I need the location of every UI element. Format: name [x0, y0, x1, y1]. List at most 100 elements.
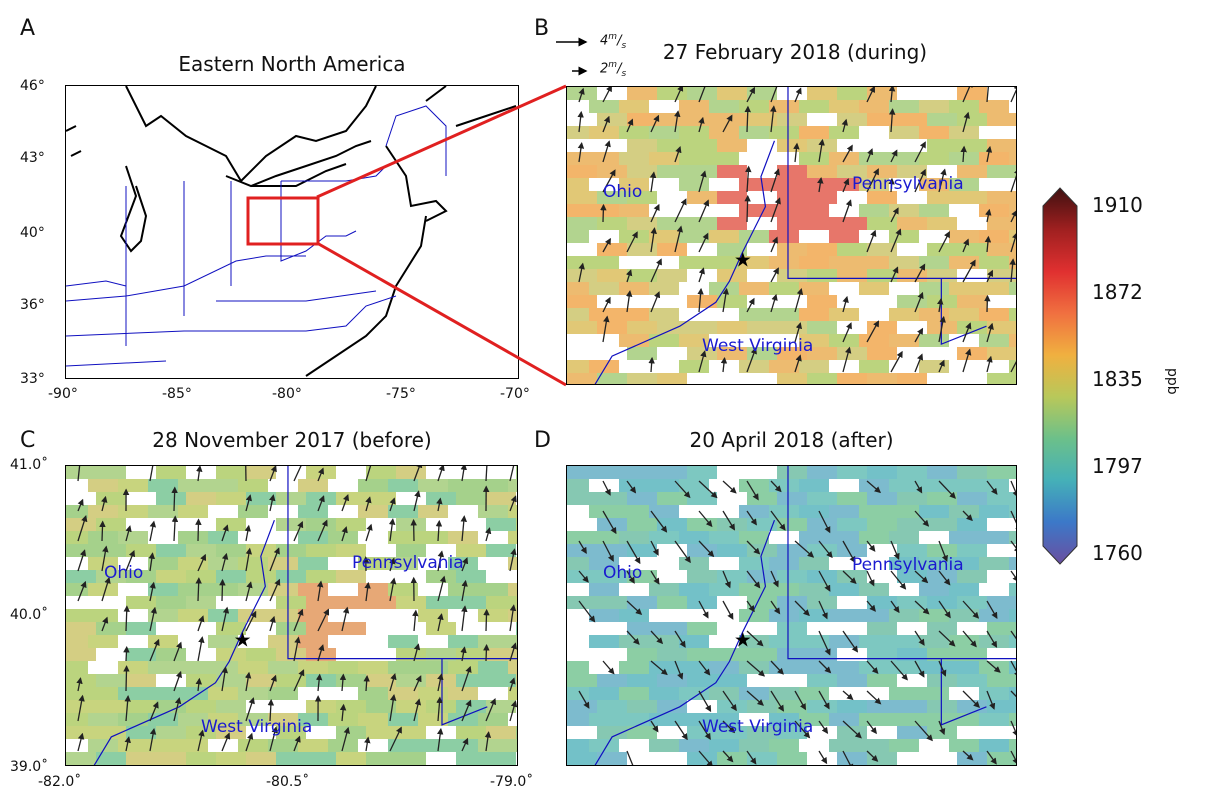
methane-pixel — [66, 518, 96, 531]
wind-arrow — [625, 290, 633, 313]
wind-arrow — [888, 87, 896, 103]
wind-arrow — [437, 550, 445, 572]
methane-pixel — [837, 373, 867, 384]
methane-pixel — [396, 596, 426, 609]
colorbar-tick: 1797 — [1092, 454, 1143, 478]
wind-arrow — [173, 670, 182, 692]
methane-pixel — [807, 518, 837, 531]
panel-label-a: A — [20, 16, 36, 41]
methane-pixel — [516, 466, 517, 479]
wind-arrow — [509, 495, 517, 512]
wind-arrow — [578, 540, 587, 555]
wind-arrow — [938, 600, 951, 619]
methane-pixel — [927, 295, 957, 308]
methane-pixel — [456, 596, 486, 609]
wind-arrow — [698, 510, 713, 528]
methane-pixel — [396, 648, 426, 661]
methane-pixel — [897, 466, 927, 479]
wind-arrow — [938, 480, 956, 499]
methane-pixel — [769, 308, 799, 321]
methane-pixel — [118, 765, 148, 766]
wind-arrow — [818, 510, 831, 534]
wind-arrow — [195, 677, 203, 692]
methane-pixel — [567, 596, 597, 609]
wind-arrow — [888, 108, 896, 133]
methane-pixel — [867, 373, 897, 384]
wind-arrow — [842, 346, 852, 373]
methane-pixel — [238, 505, 268, 518]
methane-pixel — [859, 661, 889, 674]
wind-arrow — [818, 570, 831, 592]
wind-arrow — [818, 138, 825, 163]
methane-pixel — [679, 360, 709, 373]
methane-pixel — [799, 687, 829, 700]
wind-arrow — [123, 645, 130, 662]
methane-pixel — [148, 739, 178, 752]
methane-pixel — [859, 256, 889, 269]
methane-pixel — [949, 557, 979, 570]
methane-pixel — [649, 635, 679, 648]
methane-pixel — [859, 152, 889, 165]
wind-arrow — [962, 322, 972, 343]
methane-pixel — [306, 544, 336, 557]
methane-pixel — [306, 700, 336, 713]
methane-pixel — [208, 479, 238, 492]
methane-pixel — [478, 661, 508, 674]
methane-pixel — [508, 661, 517, 674]
methane-pixel — [777, 466, 807, 479]
methane-pixel — [867, 217, 897, 230]
wind-arrow — [149, 581, 156, 602]
methane-pixel — [126, 648, 156, 661]
methane-pixel — [709, 583, 739, 596]
wind-arrow — [842, 322, 852, 343]
wind-arrow — [698, 720, 711, 740]
methane-pixel — [987, 113, 1016, 126]
wind-arrow — [722, 690, 737, 712]
methane-pixel — [306, 596, 336, 609]
wind-arrow — [986, 322, 994, 343]
methane-pixel — [148, 635, 178, 648]
methane-pixel — [709, 713, 739, 726]
wind-arrow — [842, 178, 850, 193]
methane-pixel — [597, 752, 627, 765]
lat-tick: 43° — [20, 150, 45, 166]
wind-arrow — [460, 515, 468, 542]
methane-pixel — [388, 765, 418, 766]
methane-pixel — [208, 765, 238, 766]
methane-pixel — [679, 256, 709, 269]
methane-pixel — [949, 230, 979, 243]
methane-pixel — [516, 648, 517, 661]
methane-pixel — [739, 204, 769, 217]
wind-arrow — [1010, 750, 1016, 765]
wind-arrow — [650, 720, 659, 733]
methane-pixel — [717, 752, 747, 765]
methane-pixel — [567, 466, 597, 479]
wind-arrow — [437, 575, 447, 602]
wind-arrow — [770, 660, 784, 675]
wind-arrow — [720, 356, 728, 373]
methane-pixel — [829, 308, 859, 321]
wind-arrow — [149, 701, 159, 722]
methane-pixel — [597, 674, 627, 687]
wind-arrow — [602, 480, 611, 496]
methane-pixel — [478, 739, 508, 752]
wind-arrow — [890, 149, 898, 163]
methane-pixel — [649, 479, 679, 492]
methane-pixel — [418, 661, 448, 674]
methane-pixel — [426, 622, 456, 635]
methane-pixel — [987, 466, 1016, 479]
methane-pixel — [246, 752, 276, 765]
methane-pixel — [426, 674, 456, 687]
wind-arrow — [866, 750, 879, 762]
methane-pixel — [238, 739, 268, 752]
methane-pixel — [837, 674, 867, 687]
methane-pixel — [807, 373, 837, 384]
methane-pixel — [268, 713, 298, 726]
methane-pixel — [739, 360, 769, 373]
wind-arrow — [770, 480, 782, 493]
wind-arrow — [173, 697, 182, 722]
methane-pixel — [118, 479, 148, 492]
methane-pixel — [927, 544, 957, 557]
methane-pixel — [927, 139, 957, 152]
